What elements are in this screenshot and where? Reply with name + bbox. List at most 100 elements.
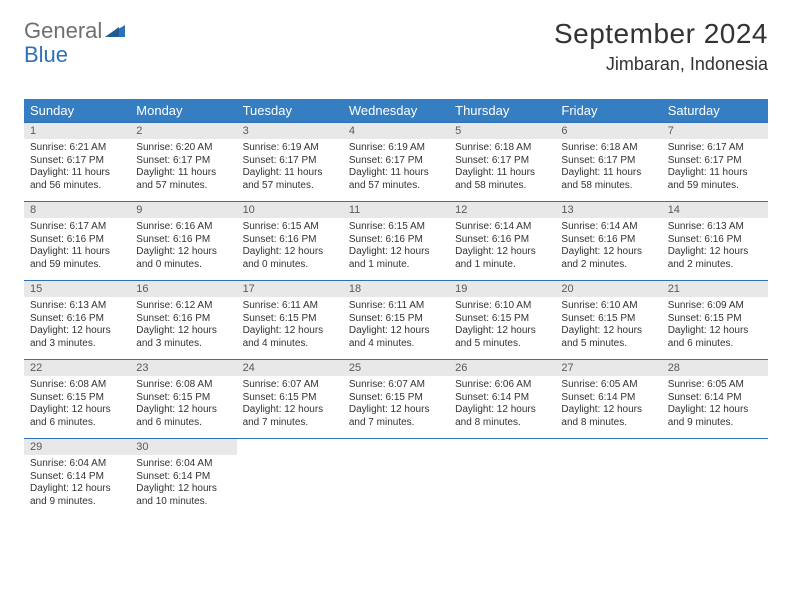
calendar-cell: 9Sunrise: 6:16 AMSunset: 6:16 PMDaylight… (130, 202, 236, 281)
calendar-cell (555, 439, 661, 518)
calendar-cell: 22Sunrise: 6:08 AMSunset: 6:15 PMDayligh… (24, 360, 130, 439)
day-number: 17 (237, 281, 343, 297)
calendar-cell: 21Sunrise: 6:09 AMSunset: 6:15 PMDayligh… (662, 281, 768, 360)
day-number: 14 (662, 202, 768, 218)
day-header: Monday (130, 99, 236, 123)
day-detail: Sunrise: 6:13 AMSunset: 6:16 PMDaylight:… (24, 297, 130, 359)
day-number: 28 (662, 360, 768, 376)
day-number: 1 (24, 123, 130, 139)
calendar-cell: 25Sunrise: 6:07 AMSunset: 6:15 PMDayligh… (343, 360, 449, 439)
calendar-cell: 2Sunrise: 6:20 AMSunset: 6:17 PMDaylight… (130, 123, 236, 202)
day-header: Wednesday (343, 99, 449, 123)
day-detail: Sunrise: 6:14 AMSunset: 6:16 PMDaylight:… (555, 218, 661, 280)
day-detail: Sunrise: 6:04 AMSunset: 6:14 PMDaylight:… (24, 455, 130, 517)
day-detail: Sunrise: 6:07 AMSunset: 6:15 PMDaylight:… (237, 376, 343, 438)
day-number: 24 (237, 360, 343, 376)
header-right: September 2024 Jimbaran, Indonesia (554, 18, 768, 75)
day-detail: Sunrise: 6:08 AMSunset: 6:15 PMDaylight:… (130, 376, 236, 438)
day-detail: Sunrise: 6:21 AMSunset: 6:17 PMDaylight:… (24, 139, 130, 201)
day-number: 4 (343, 123, 449, 139)
calendar-cell: 30Sunrise: 6:04 AMSunset: 6:14 PMDayligh… (130, 439, 236, 518)
day-detail: Sunrise: 6:07 AMSunset: 6:15 PMDaylight:… (343, 376, 449, 438)
day-number: 12 (449, 202, 555, 218)
calendar-cell (662, 439, 768, 518)
calendar-row: 15Sunrise: 6:13 AMSunset: 6:16 PMDayligh… (24, 281, 768, 360)
calendar-table: Sunday Monday Tuesday Wednesday Thursday… (24, 99, 768, 517)
day-number: 16 (130, 281, 236, 297)
day-header: Saturday (662, 99, 768, 123)
calendar-row: 8Sunrise: 6:17 AMSunset: 6:16 PMDaylight… (24, 202, 768, 281)
calendar-row: 22Sunrise: 6:08 AMSunset: 6:15 PMDayligh… (24, 360, 768, 439)
calendar-cell: 12Sunrise: 6:14 AMSunset: 6:16 PMDayligh… (449, 202, 555, 281)
calendar-cell: 15Sunrise: 6:13 AMSunset: 6:16 PMDayligh… (24, 281, 130, 360)
month-title: September 2024 (554, 18, 768, 50)
day-number: 13 (555, 202, 661, 218)
day-header: Friday (555, 99, 661, 123)
day-detail: Sunrise: 6:12 AMSunset: 6:16 PMDaylight:… (130, 297, 236, 359)
day-number: 21 (662, 281, 768, 297)
calendar-cell: 26Sunrise: 6:06 AMSunset: 6:14 PMDayligh… (449, 360, 555, 439)
day-number: 25 (343, 360, 449, 376)
calendar-row: 1Sunrise: 6:21 AMSunset: 6:17 PMDaylight… (24, 123, 768, 202)
day-detail: Sunrise: 6:17 AMSunset: 6:17 PMDaylight:… (662, 139, 768, 201)
day-header: Tuesday (237, 99, 343, 123)
day-number: 6 (555, 123, 661, 139)
day-detail: Sunrise: 6:11 AMSunset: 6:15 PMDaylight:… (237, 297, 343, 359)
calendar-cell: 13Sunrise: 6:14 AMSunset: 6:16 PMDayligh… (555, 202, 661, 281)
day-detail: Sunrise: 6:04 AMSunset: 6:14 PMDaylight:… (130, 455, 236, 517)
calendar-row: 29Sunrise: 6:04 AMSunset: 6:14 PMDayligh… (24, 439, 768, 518)
day-detail: Sunrise: 6:10 AMSunset: 6:15 PMDaylight:… (449, 297, 555, 359)
calendar-cell: 7Sunrise: 6:17 AMSunset: 6:17 PMDaylight… (662, 123, 768, 202)
calendar-cell: 23Sunrise: 6:08 AMSunset: 6:15 PMDayligh… (130, 360, 236, 439)
day-number: 30 (130, 439, 236, 455)
day-header: Sunday (24, 99, 130, 123)
day-number: 26 (449, 360, 555, 376)
day-detail: Sunrise: 6:18 AMSunset: 6:17 PMDaylight:… (555, 139, 661, 201)
day-detail: Sunrise: 6:19 AMSunset: 6:17 PMDaylight:… (237, 139, 343, 201)
day-header: Thursday (449, 99, 555, 123)
day-number: 11 (343, 202, 449, 218)
day-detail: Sunrise: 6:05 AMSunset: 6:14 PMDaylight:… (662, 376, 768, 438)
day-number: 9 (130, 202, 236, 218)
calendar-cell: 17Sunrise: 6:11 AMSunset: 6:15 PMDayligh… (237, 281, 343, 360)
day-number: 10 (237, 202, 343, 218)
day-detail: Sunrise: 6:11 AMSunset: 6:15 PMDaylight:… (343, 297, 449, 359)
calendar-cell (449, 439, 555, 518)
day-detail: Sunrise: 6:14 AMSunset: 6:16 PMDaylight:… (449, 218, 555, 280)
day-number: 8 (24, 202, 130, 218)
location-label: Jimbaran, Indonesia (554, 54, 768, 75)
logo-triangle-icon (105, 21, 125, 42)
day-detail: Sunrise: 6:17 AMSunset: 6:16 PMDaylight:… (24, 218, 130, 280)
calendar-cell: 4Sunrise: 6:19 AMSunset: 6:17 PMDaylight… (343, 123, 449, 202)
calendar-cell: 5Sunrise: 6:18 AMSunset: 6:17 PMDaylight… (449, 123, 555, 202)
day-number: 2 (130, 123, 236, 139)
calendar-cell: 19Sunrise: 6:10 AMSunset: 6:15 PMDayligh… (449, 281, 555, 360)
day-number: 27 (555, 360, 661, 376)
day-number: 20 (555, 281, 661, 297)
day-detail: Sunrise: 6:08 AMSunset: 6:15 PMDaylight:… (24, 376, 130, 438)
calendar-cell: 20Sunrise: 6:10 AMSunset: 6:15 PMDayligh… (555, 281, 661, 360)
day-detail: Sunrise: 6:10 AMSunset: 6:15 PMDaylight:… (555, 297, 661, 359)
day-number: 19 (449, 281, 555, 297)
calendar-cell: 3Sunrise: 6:19 AMSunset: 6:17 PMDaylight… (237, 123, 343, 202)
day-number: 3 (237, 123, 343, 139)
day-detail: Sunrise: 6:15 AMSunset: 6:16 PMDaylight:… (343, 218, 449, 280)
day-number: 15 (24, 281, 130, 297)
calendar-cell: 1Sunrise: 6:21 AMSunset: 6:17 PMDaylight… (24, 123, 130, 202)
logo-text-blue: Blue (24, 42, 68, 67)
day-number: 22 (24, 360, 130, 376)
day-detail: Sunrise: 6:06 AMSunset: 6:14 PMDaylight:… (449, 376, 555, 438)
day-number: 18 (343, 281, 449, 297)
day-detail: Sunrise: 6:19 AMSunset: 6:17 PMDaylight:… (343, 139, 449, 201)
day-header-row: Sunday Monday Tuesday Wednesday Thursday… (24, 99, 768, 123)
day-number: 5 (449, 123, 555, 139)
day-detail: Sunrise: 6:20 AMSunset: 6:17 PMDaylight:… (130, 139, 236, 201)
calendar-cell: 8Sunrise: 6:17 AMSunset: 6:16 PMDaylight… (24, 202, 130, 281)
day-detail: Sunrise: 6:18 AMSunset: 6:17 PMDaylight:… (449, 139, 555, 201)
brand-logo: General (24, 18, 128, 44)
day-number: 29 (24, 439, 130, 455)
calendar-cell: 10Sunrise: 6:15 AMSunset: 6:16 PMDayligh… (237, 202, 343, 281)
calendar-cell: 29Sunrise: 6:04 AMSunset: 6:14 PMDayligh… (24, 439, 130, 518)
calendar-cell: 28Sunrise: 6:05 AMSunset: 6:14 PMDayligh… (662, 360, 768, 439)
calendar-cell: 27Sunrise: 6:05 AMSunset: 6:14 PMDayligh… (555, 360, 661, 439)
